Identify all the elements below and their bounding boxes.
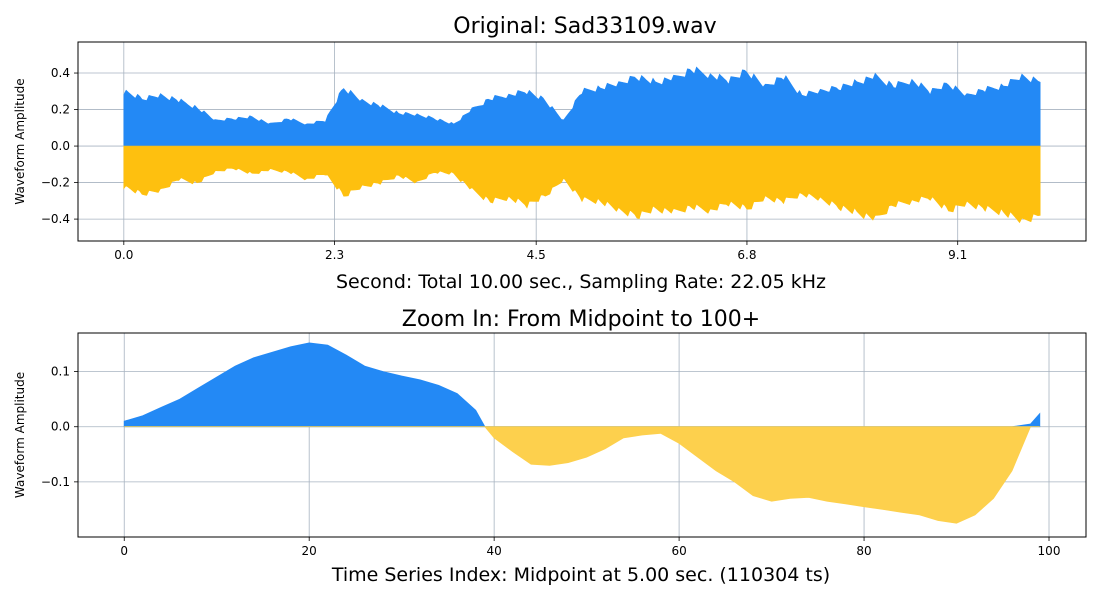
chart1-y-tick-label: −0.2 [41, 176, 70, 190]
chart1-frame [77, 41, 1087, 242]
chart2-x-ticks: 0 20 40 60 80 100 [120, 537, 1060, 558]
waveform-chart: Original: Sad33109.wav 0.0 2.3 4.5 6.8 9.1 −… [13, 14, 1087, 293]
chart2-x-tick-label: 100 [1038, 544, 1061, 558]
chart1-y-axis-label: Waveform Amplitude [13, 78, 27, 204]
chart2-x-axis-label: Time Series Index: Midpoint at 5.00 sec.… [331, 564, 830, 586]
chart2-x-tick-label: 40 [487, 544, 502, 558]
chart1-x-tick-label: 9.1 [948, 248, 967, 262]
chart2-waveform [123, 342, 1041, 524]
zoom-chart: Zoom In: From Midpoint to 100+ 0 20 40 60 80… [13, 307, 1087, 586]
chart2-y-tick-label: −0.1 [41, 475, 70, 489]
chart1-waveform [123, 66, 1041, 224]
chart2-y-ticks: −0.1 0.0 0.1 [41, 365, 78, 489]
chart1-y-tick-label: −0.4 [41, 212, 70, 226]
chart2-x-tick-label: 60 [671, 544, 686, 558]
chart2-x-tick-label: 0 [120, 544, 128, 558]
chart2-title: Zoom In: From Midpoint to 100+ [402, 307, 760, 332]
chart1-x-tick-label: 4.5 [527, 248, 546, 262]
chart1-title: Original: Sad33109.wav [453, 14, 716, 39]
chart1-y-tick-label: 0.2 [51, 103, 70, 117]
chart2-y-axis-label: Waveform Amplitude [13, 372, 27, 498]
chart1-x-ticks: 0.0 2.3 4.5 6.8 9.1 [114, 241, 967, 262]
chart2-y-tick-label: 0.0 [51, 420, 70, 434]
chart2-y-tick-label: 0.1 [51, 365, 70, 379]
waveform-positive-area [123, 66, 1041, 147]
chart1-y-tick-label: 0.0 [51, 139, 70, 153]
chart1-x-tick-label: 0.0 [114, 248, 133, 262]
zoom-negative-area [124, 426, 1040, 524]
chart1-x-axis-label: Second: Total 10.00 sec., Sampling Rate:… [336, 271, 826, 293]
chart2-frame [77, 332, 1087, 538]
chart1-y-tick-label: 0.4 [51, 66, 70, 80]
chart2-x-tick-label: 20 [302, 544, 317, 558]
chart1-x-tick-label: 6.8 [737, 248, 756, 262]
chart2-x-tick-label: 80 [856, 544, 871, 558]
chart1-y-ticks: −0.4 −0.2 0.0 0.2 0.4 [41, 66, 78, 226]
waveform-negative-area [123, 145, 1041, 224]
chart1-x-tick-label: 2.3 [325, 248, 344, 262]
